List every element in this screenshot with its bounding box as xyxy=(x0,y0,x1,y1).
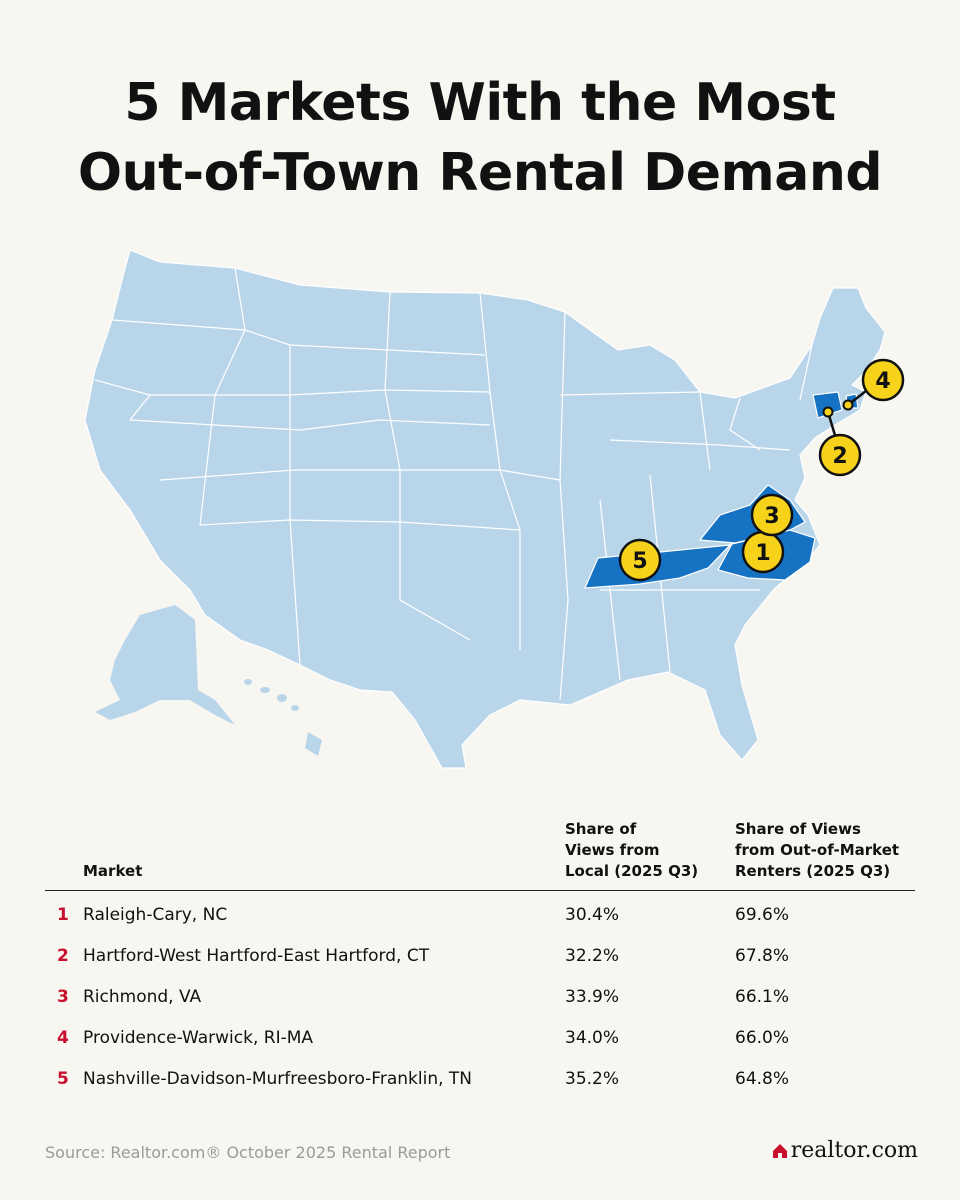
row-local-share: 35.2% xyxy=(565,1069,620,1089)
marker-dot-ri xyxy=(842,399,854,411)
title-line-1: 5 Markets With the Most xyxy=(124,73,836,133)
row-rank: 2 xyxy=(57,946,69,966)
house-icon xyxy=(772,1143,787,1158)
row-out-share: 69.6% xyxy=(735,905,790,925)
table-row: 3 Richmond, VA 33.9% 66.1% xyxy=(45,979,915,1020)
row-out-share: 66.0% xyxy=(735,1028,790,1048)
marker-dot-ct xyxy=(822,406,834,418)
svg-text:2: 2 xyxy=(832,444,847,469)
row-rank: 4 xyxy=(57,1028,69,1048)
row-out-share: 64.8% xyxy=(735,1069,790,1089)
row-market: Nashville-Davidson-Murfreesboro-Franklin… xyxy=(83,1069,472,1089)
row-market: Richmond, VA xyxy=(83,987,202,1007)
header-out-of-market-share: Share of Views from Out-of-Market Renter… xyxy=(735,820,900,880)
table-header: Market Share of Views from Local (2025 Q… xyxy=(45,818,915,891)
svg-text:5: 5 xyxy=(632,549,647,574)
row-out-share: 67.8% xyxy=(735,946,790,966)
row-local-share: 30.4% xyxy=(565,905,620,925)
row-rank: 1 xyxy=(57,905,69,925)
header-market: Market xyxy=(83,862,143,880)
marker-2: 2 xyxy=(818,433,862,477)
row-local-share: 34.0% xyxy=(565,1028,620,1048)
svg-text:1: 1 xyxy=(755,541,770,566)
us-map: 1 2 3 4 5 xyxy=(84,249,905,769)
source-note: Source: Realtor.com® October 2025 Rental… xyxy=(45,1143,451,1162)
row-out-share: 66.1% xyxy=(735,987,790,1007)
marker-5: 5 xyxy=(618,538,662,582)
row-market: Hartford-West Hartford-East Hartford, CT xyxy=(83,946,430,966)
svg-text:4: 4 xyxy=(875,369,890,394)
row-rank: 5 xyxy=(57,1069,69,1089)
page-title: 5 Markets With the Most Out-of-Town Rent… xyxy=(0,68,960,208)
svg-text:3: 3 xyxy=(764,504,779,529)
alaska-shape xyxy=(95,605,235,725)
connecticut-shape xyxy=(812,391,843,419)
hawaii-shape xyxy=(244,679,322,756)
title-line-2: Out-of-Town Rental Demand xyxy=(77,143,883,203)
table-body: 1 Raleigh-Cary, NC 30.4% 69.6% 2 Hartfor… xyxy=(45,897,915,1102)
table-row: 2 Hartford-West Hartford-East Hartford, … xyxy=(45,938,915,979)
row-rank: 3 xyxy=(57,987,69,1007)
logo-text: realtor.com xyxy=(790,1138,918,1163)
marker-4: 4 xyxy=(861,358,905,402)
realtor-logo: realtor.com xyxy=(771,1138,918,1163)
table-row: 4 Providence-Warwick, RI-MA 34.0% 66.0% xyxy=(45,1020,915,1061)
row-market: Providence-Warwick, RI-MA xyxy=(83,1028,314,1048)
header-local-share: Share of Views from Local (2025 Q3) xyxy=(565,820,699,880)
row-local-share: 33.9% xyxy=(565,987,620,1007)
marker-1: 1 xyxy=(741,530,785,574)
row-market: Raleigh-Cary, NC xyxy=(83,905,228,925)
row-local-share: 32.2% xyxy=(565,946,620,966)
marker-3: 3 xyxy=(750,493,794,537)
state-borders xyxy=(94,267,813,701)
markets-table: Market Share of Views from Local (2025 Q… xyxy=(45,818,915,1102)
table-row: 1 Raleigh-Cary, NC 30.4% 69.6% xyxy=(45,897,915,938)
table-row: 5 Nashville-Davidson-Murfreesboro-Frankl… xyxy=(45,1061,915,1102)
